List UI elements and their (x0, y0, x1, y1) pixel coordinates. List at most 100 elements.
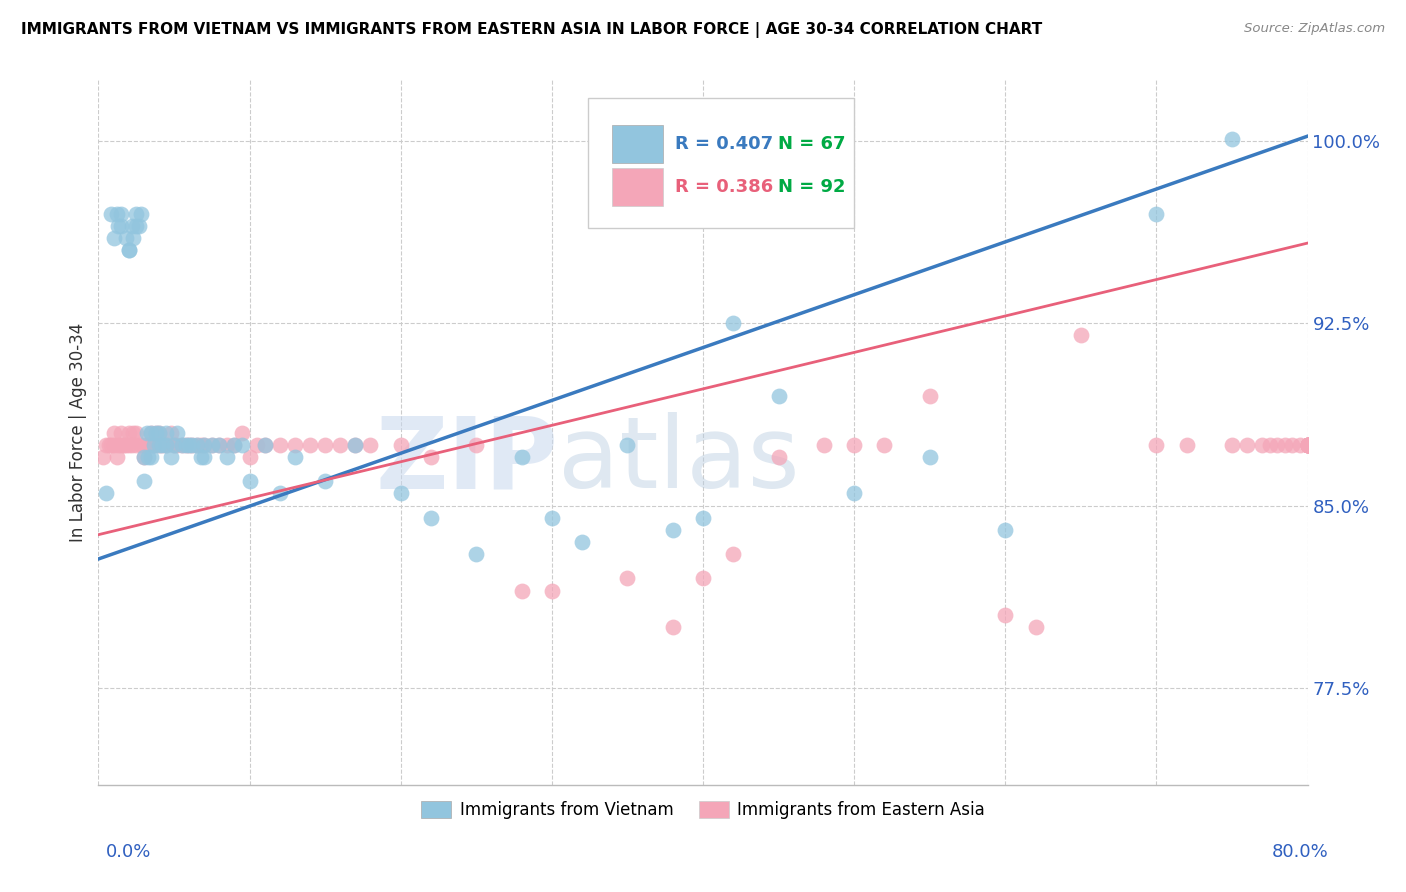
Point (145, 425, 167, 440)
Point (299, 438, 322, 452)
Point (1296, 438, 1319, 452)
Point (132, 450, 155, 464)
Point (145, 425, 167, 440)
Point (269, 438, 291, 452)
Point (215, 438, 238, 452)
Point (181, 438, 204, 452)
Point (661, 523, 683, 537)
Point (129, 438, 152, 452)
Point (163, 438, 186, 452)
Point (190, 438, 212, 452)
Point (314, 474, 336, 488)
Point (103, 425, 125, 440)
Point (100, 438, 122, 452)
Point (155, 425, 177, 440)
Point (1296, 438, 1319, 452)
Point (107, 219, 129, 233)
Point (125, 425, 148, 440)
Point (465, 547, 488, 561)
Point (91, 450, 114, 464)
Point (193, 450, 215, 464)
Point (148, 425, 170, 440)
Point (155, 438, 177, 452)
Point (141, 438, 163, 452)
Text: N = 67: N = 67 (778, 135, 845, 153)
Point (224, 438, 246, 452)
Point (284, 450, 307, 464)
Point (994, 523, 1017, 537)
Point (269, 486, 291, 500)
Point (105, 207, 128, 221)
Point (174, 438, 197, 452)
Point (110, 438, 132, 452)
Point (813, 438, 835, 452)
Point (148, 438, 170, 452)
Point (143, 438, 166, 452)
Point (571, 535, 593, 549)
Text: R = 0.386: R = 0.386 (675, 178, 773, 196)
Point (1144, 438, 1167, 452)
Point (1296, 438, 1319, 452)
Point (166, 438, 188, 452)
Point (1144, 207, 1167, 221)
Point (132, 474, 155, 488)
Point (723, 547, 745, 561)
Point (420, 450, 443, 464)
Point (844, 486, 866, 500)
Point (170, 438, 193, 452)
Point (661, 620, 683, 634)
Point (208, 438, 231, 452)
FancyBboxPatch shape (613, 169, 664, 206)
Text: Source: ZipAtlas.com: Source: ZipAtlas.com (1244, 22, 1385, 36)
Point (1267, 438, 1289, 452)
Point (1296, 438, 1319, 452)
Point (110, 425, 132, 440)
Point (135, 438, 157, 452)
Point (284, 438, 307, 452)
Point (918, 450, 941, 464)
Point (132, 450, 155, 464)
Point (692, 510, 714, 524)
Point (181, 438, 204, 452)
Point (465, 438, 488, 452)
Point (1296, 438, 1319, 452)
Point (1274, 438, 1296, 452)
Point (1220, 131, 1243, 145)
Point (873, 438, 896, 452)
Point (98, 438, 121, 452)
Text: R = 0.407: R = 0.407 (675, 135, 773, 153)
Point (94, 486, 117, 500)
Point (844, 438, 866, 452)
Point (114, 231, 136, 245)
Point (163, 438, 186, 452)
Point (329, 438, 352, 452)
Point (179, 438, 201, 452)
Point (201, 438, 224, 452)
Point (616, 571, 638, 585)
Point (344, 438, 367, 452)
Point (136, 450, 159, 464)
Point (1258, 438, 1281, 452)
Point (540, 583, 562, 598)
Point (208, 438, 231, 452)
Point (110, 207, 132, 221)
Text: N = 92: N = 92 (778, 178, 845, 196)
Point (510, 583, 533, 598)
Point (141, 450, 163, 464)
Point (1220, 438, 1243, 452)
Point (190, 450, 212, 464)
Point (540, 510, 562, 524)
Text: 0.0%: 0.0% (105, 843, 150, 861)
Point (1296, 438, 1319, 452)
Point (1289, 438, 1312, 452)
Point (1296, 438, 1319, 452)
Point (160, 450, 183, 464)
Point (103, 438, 125, 452)
Point (132, 438, 155, 452)
Point (1175, 438, 1198, 452)
Point (616, 438, 638, 452)
Point (121, 219, 143, 233)
Point (193, 438, 215, 452)
Point (105, 450, 128, 464)
Point (360, 438, 382, 452)
